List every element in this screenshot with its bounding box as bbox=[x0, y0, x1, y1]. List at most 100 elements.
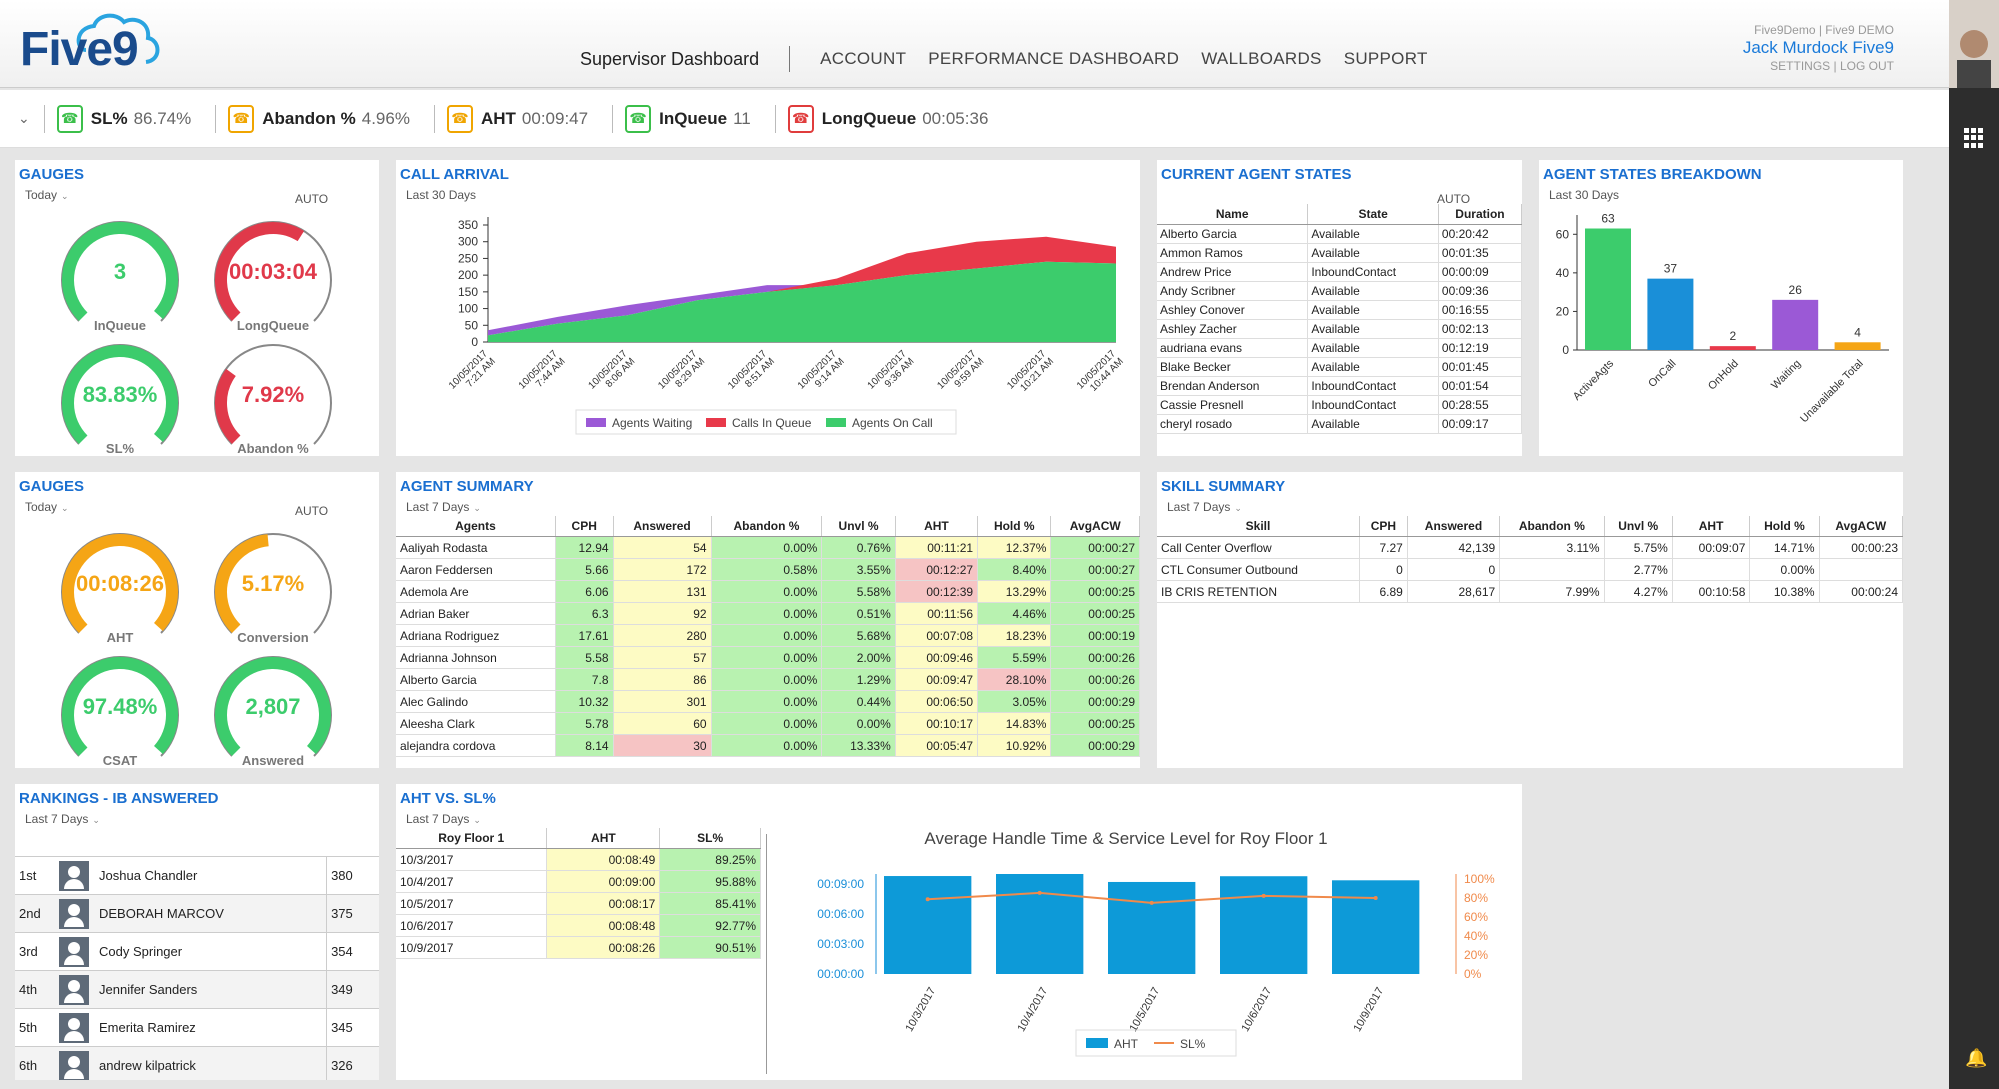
table-row[interactable]: Aleesha Clark 5.78 60 0.00% 0.00% 00:10:17 14.… bbox=[396, 712, 1140, 735]
user-name[interactable]: Jack Murdock Five9 bbox=[1742, 38, 1894, 57]
col-header[interactable]: AvgACW bbox=[1819, 516, 1903, 537]
nav-support[interactable]: SUPPORT bbox=[1343, 49, 1428, 68]
kpi-inqueue[interactable]: ☎ InQueue 11 bbox=[625, 104, 751, 133]
period-select[interactable]: Last 7 Days ⌄ bbox=[406, 500, 481, 514]
kpi-abandon-[interactable]: ☎ Abandon % 4.96% bbox=[228, 104, 410, 133]
period-select[interactable]: Last 30 Days bbox=[1549, 188, 1620, 202]
cell: InboundContact bbox=[1307, 376, 1439, 396]
table-row[interactable]: Aaron Feddersen 5.66 172 0.58% 3.55% 00:12:27… bbox=[396, 558, 1140, 581]
collapse-chevron-icon[interactable]: ⌄ bbox=[18, 110, 30, 126]
col-header[interactable]: Skill bbox=[1157, 516, 1360, 537]
ranking-row[interactable]: 2nd DEBORAH MARCOV 375 bbox=[15, 894, 379, 933]
ranking-row[interactable]: 4th Jennifer Sanders 349 bbox=[15, 970, 379, 1009]
table-row[interactable]: 10/9/2017 00:08:26 90.51% bbox=[396, 936, 761, 959]
table-row[interactable]: Blake Becker Available 00:01:45 bbox=[1157, 357, 1522, 377]
col-header[interactable]: AHT bbox=[546, 828, 661, 849]
gauge-csat[interactable]: 97.48% CSAT bbox=[55, 650, 185, 768]
table-row[interactable]: Ademola Are 6.06 131 0.00% 5.58% 00:12:39 13.2… bbox=[396, 580, 1140, 603]
col-header[interactable]: Name bbox=[1157, 204, 1309, 225]
gauge-abandon-[interactable]: 7.92% Abandon % bbox=[208, 338, 338, 456]
cell: Adrian Baker bbox=[396, 602, 556, 625]
table-row[interactable]: Call Center Overflow 7.27 42,139 3.11% 5.75%… bbox=[1157, 536, 1903, 559]
table-row[interactable]: IB CRIS RETENTION 6.89 28,617 7.99% 4.27% 00:… bbox=[1157, 580, 1903, 603]
ranking-row[interactable]: 6th andrew kilpatrick 326 bbox=[15, 1046, 379, 1080]
x-tick-label: 10/9/2017 bbox=[1351, 986, 1386, 1034]
table-row[interactable]: Aaliyah Rodasta 12.94 54 0.00% 0.76% 00:11:21… bbox=[396, 536, 1140, 559]
col-header[interactable]: Unvl % bbox=[1604, 516, 1673, 537]
gauge-conversion[interactable]: 5.17% Conversion bbox=[208, 527, 338, 657]
table-row[interactable]: Adrianna Johnson 5.58 57 0.00% 2.00% 00:09:46… bbox=[396, 646, 1140, 669]
table-row[interactable]: cheryl rosado Available 00:09:17 bbox=[1157, 414, 1522, 434]
table-row[interactable]: Adriana Rodriguez 17.61 280 0.00% 5.68% 00:07… bbox=[396, 624, 1140, 647]
x-tick-label: ActiveAgts bbox=[1571, 357, 1617, 403]
period-select[interactable]: Last 7 Days ⌄ bbox=[1167, 500, 1242, 514]
table-row[interactable]: Ashley Zacher Available 00:02:13 bbox=[1157, 319, 1522, 339]
five9-logo[interactable]: Five9 bbox=[16, 8, 176, 80]
cell: 00:08:48 bbox=[546, 914, 661, 937]
col-header[interactable]: CPH bbox=[1359, 516, 1408, 537]
ranking-row[interactable]: 1st Joshua Chandler 380 bbox=[15, 856, 379, 895]
table-row[interactable]: Alec Galindo 10.32 301 0.00% 0.44% 00:06:50 3.… bbox=[396, 690, 1140, 713]
gauge-inqueue[interactable]: 3 InQueue bbox=[55, 215, 185, 345]
gauge-answered[interactable]: 2,807 Answered bbox=[208, 650, 338, 768]
table-row[interactable]: CTL Consumer Outbound 0 0 2.77% 0.00% bbox=[1157, 558, 1903, 581]
apps-grid-icon[interactable] bbox=[1964, 128, 1984, 148]
col-header[interactable]: AHT bbox=[1672, 516, 1751, 537]
period-select[interactable]: Last 7 Days ⌄ bbox=[25, 812, 100, 826]
table-row[interactable]: Andrew Price InboundContact 00:00:09 bbox=[1157, 262, 1522, 282]
period-select[interactable]: Today ⌄ bbox=[25, 188, 69, 202]
bell-icon[interactable]: 🔔 bbox=[1965, 1048, 1988, 1068]
col-header[interactable]: Answered bbox=[1407, 516, 1501, 537]
table-row[interactable]: 10/4/2017 00:09:00 95.88% bbox=[396, 870, 761, 893]
col-header[interactable]: Hold % bbox=[1749, 516, 1820, 537]
col-header[interactable]: Hold % bbox=[977, 516, 1052, 537]
table-row[interactable]: Adrian Baker 6.3 92 0.00% 0.51% 00:11:56 4.46%… bbox=[396, 602, 1140, 625]
settings-link[interactable]: SETTINGS bbox=[1770, 59, 1831, 73]
col-header[interactable]: CPH bbox=[555, 516, 614, 537]
table-row[interactable]: 10/3/2017 00:08:49 89.25% bbox=[396, 848, 761, 871]
table-row[interactable]: Alberto Garcia 7.8 86 0.00% 1.29% 00:09:47 28.… bbox=[396, 668, 1140, 691]
gauge-aht[interactable]: 00:08:26 AHT bbox=[55, 527, 185, 657]
col-header[interactable]: Roy Floor 1 bbox=[396, 828, 548, 849]
table-row[interactable]: Ashley Conover Available 00:16:55 bbox=[1157, 300, 1522, 320]
col-header[interactable]: Answered bbox=[613, 516, 712, 537]
kpi-longqueue[interactable]: ☎ LongQueue 00:05:36 bbox=[787, 104, 988, 133]
table-row[interactable]: alejandra cordova 8.14 30 0.00% 13.33% 00:05:… bbox=[396, 734, 1140, 757]
table-row[interactable]: Alberto Garcia Available 00:20:42 bbox=[1157, 224, 1522, 244]
ranking-row[interactable]: 3rd Cody Springer 354 bbox=[15, 932, 379, 971]
ranking-row[interactable]: 5th Emerita Ramirez 345 bbox=[15, 1008, 379, 1047]
table-row[interactable]: Ammon Ramos Available 00:01:35 bbox=[1157, 243, 1522, 263]
gauge-sl-[interactable]: 83.83% SL% bbox=[55, 338, 185, 456]
col-header[interactable]: State bbox=[1307, 204, 1439, 225]
cell: 8.14 bbox=[555, 734, 614, 757]
col-header[interactable]: AHT bbox=[895, 516, 979, 537]
col-header[interactable]: Duration bbox=[1438, 204, 1522, 225]
col-header[interactable]: Abandon % bbox=[1499, 516, 1605, 537]
table-row[interactable]: Andy Scribner Available 00:09:36 bbox=[1157, 281, 1522, 301]
page-title[interactable]: Supervisor Dashboard bbox=[580, 48, 760, 69]
col-header[interactable]: SL% bbox=[659, 828, 761, 849]
col-header[interactable]: Unvl % bbox=[821, 516, 896, 537]
period-select[interactable]: Last 7 Days ⌄ bbox=[406, 812, 481, 826]
kpi-sl-[interactable]: ☎ SL% 86.74% bbox=[56, 104, 191, 133]
cell: 6.06 bbox=[555, 580, 614, 603]
col-header[interactable]: AvgACW bbox=[1050, 516, 1140, 537]
legend-swatch bbox=[586, 418, 606, 427]
nav-account[interactable]: ACCOUNT bbox=[820, 49, 907, 68]
period-select[interactable]: Today ⌄ bbox=[25, 500, 69, 514]
table-row[interactable]: Cassie Presnell InboundContact 00:28:55 bbox=[1157, 395, 1522, 415]
table-row[interactable]: 10/5/2017 00:08:17 85.41% bbox=[396, 892, 761, 915]
kpi-aht[interactable]: ☎ AHT 00:09:47 bbox=[446, 104, 588, 133]
table-row[interactable]: 10/6/2017 00:08:48 92.77% bbox=[396, 914, 761, 937]
table-row[interactable]: audriana evans Available 00:12:19 bbox=[1157, 338, 1522, 358]
nav-wallboards[interactable]: WALLBOARDS bbox=[1201, 49, 1322, 68]
table-row[interactable]: Brendan Anderson InboundContact 00:01:54 bbox=[1157, 376, 1522, 396]
user-avatar[interactable] bbox=[1949, 0, 1999, 88]
col-header[interactable]: Abandon % bbox=[711, 516, 823, 537]
rank: 5th bbox=[15, 1008, 55, 1047]
nav-performance-dashboard[interactable]: PERFORMANCE DASHBOARD bbox=[928, 49, 1180, 68]
period-select[interactable]: Last 30 Days bbox=[406, 188, 477, 202]
logout-link[interactable]: LOG OUT bbox=[1839, 59, 1894, 73]
gauge-longqueue[interactable]: 00:03:04 LongQueue bbox=[208, 215, 338, 345]
col-header[interactable]: Agents bbox=[396, 516, 556, 537]
